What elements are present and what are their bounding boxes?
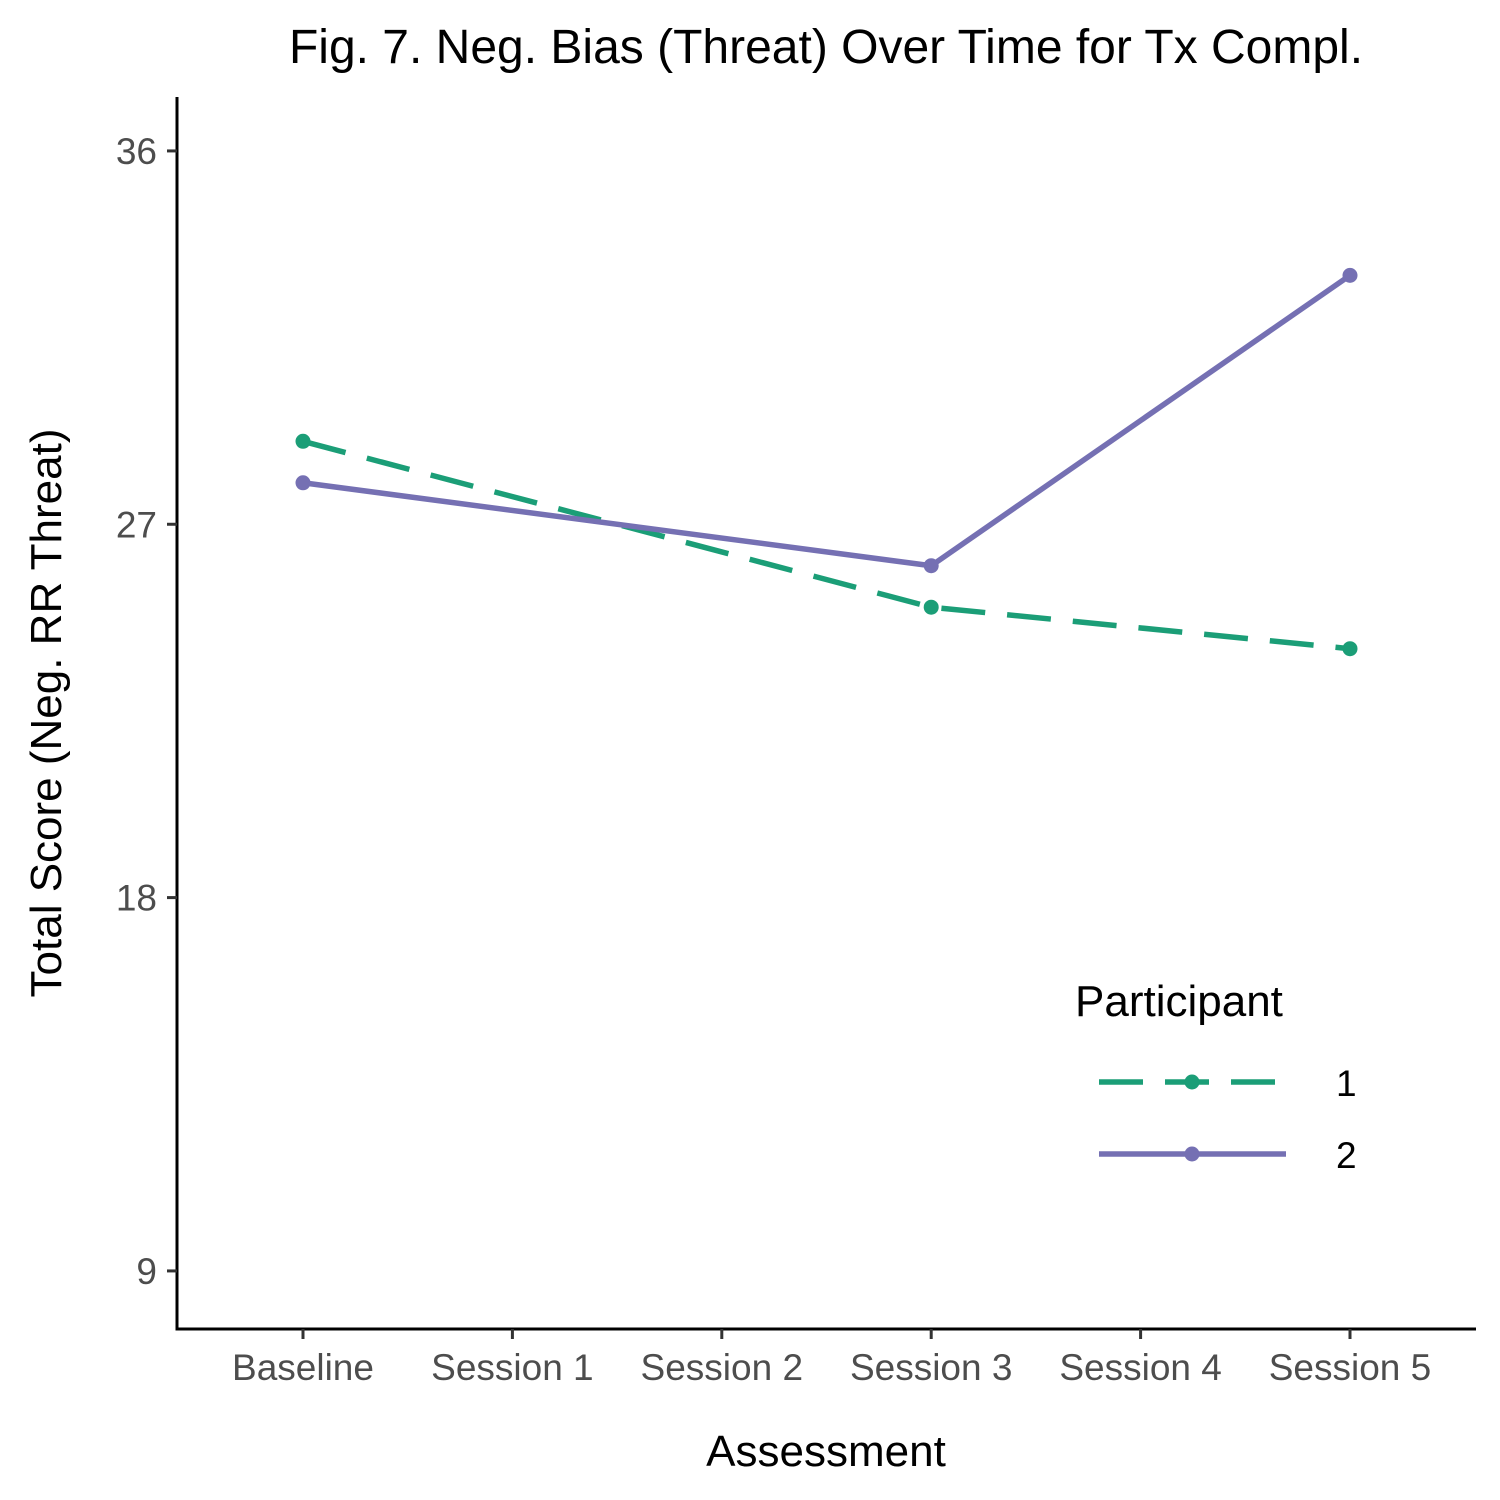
x-tick-label: Session 3	[850, 1347, 1013, 1388]
x-tick-label: Session 4	[1059, 1347, 1222, 1388]
series-2	[295, 267, 1358, 574]
y-tick-label: 36	[116, 131, 157, 172]
y-tick-label: 27	[116, 504, 157, 545]
x-tick-label: Session 2	[641, 1347, 804, 1388]
plot-area	[295, 267, 1358, 657]
data-point	[923, 599, 939, 615]
series-line	[302, 438, 1351, 652]
data-point	[923, 558, 939, 574]
x-tick-label: Session 1	[431, 1347, 594, 1388]
legend-key-point	[1184, 1146, 1200, 1162]
series-1	[295, 433, 1358, 657]
legend-item-1: 1	[1099, 1063, 1357, 1104]
legend-items: 12	[1099, 1063, 1357, 1176]
y-tick-label: 9	[136, 1251, 157, 1292]
chart-title: Fig. 7. Neg. Bias (Threat) Over Time for…	[289, 21, 1363, 74]
x-axis-ticks: Baseline Session 1 Session 2 Session 3 Sessi…	[232, 1329, 1431, 1388]
data-point	[1342, 641, 1358, 657]
x-tick-label: Baseline	[232, 1347, 374, 1388]
y-axis-title: Total Score (Neg. RR Threat)	[22, 429, 71, 998]
data-point	[1342, 267, 1358, 283]
legend: Participant 12	[1075, 977, 1357, 1176]
legend-label: 2	[1336, 1135, 1357, 1176]
series-line	[302, 273, 1352, 569]
legend-key-point	[1184, 1074, 1200, 1090]
y-axis-ticks: 9 18 27 36	[116, 131, 177, 1292]
x-axis-title: Assessment	[706, 1427, 946, 1476]
legend-item-2: 2	[1099, 1135, 1357, 1176]
y-tick-label: 18	[116, 878, 157, 919]
x-tick-label: Session 5	[1269, 1347, 1432, 1388]
data-point	[295, 475, 311, 491]
legend-label: 1	[1336, 1063, 1357, 1104]
legend-title: Participant	[1075, 977, 1283, 1026]
data-point	[295, 433, 311, 449]
